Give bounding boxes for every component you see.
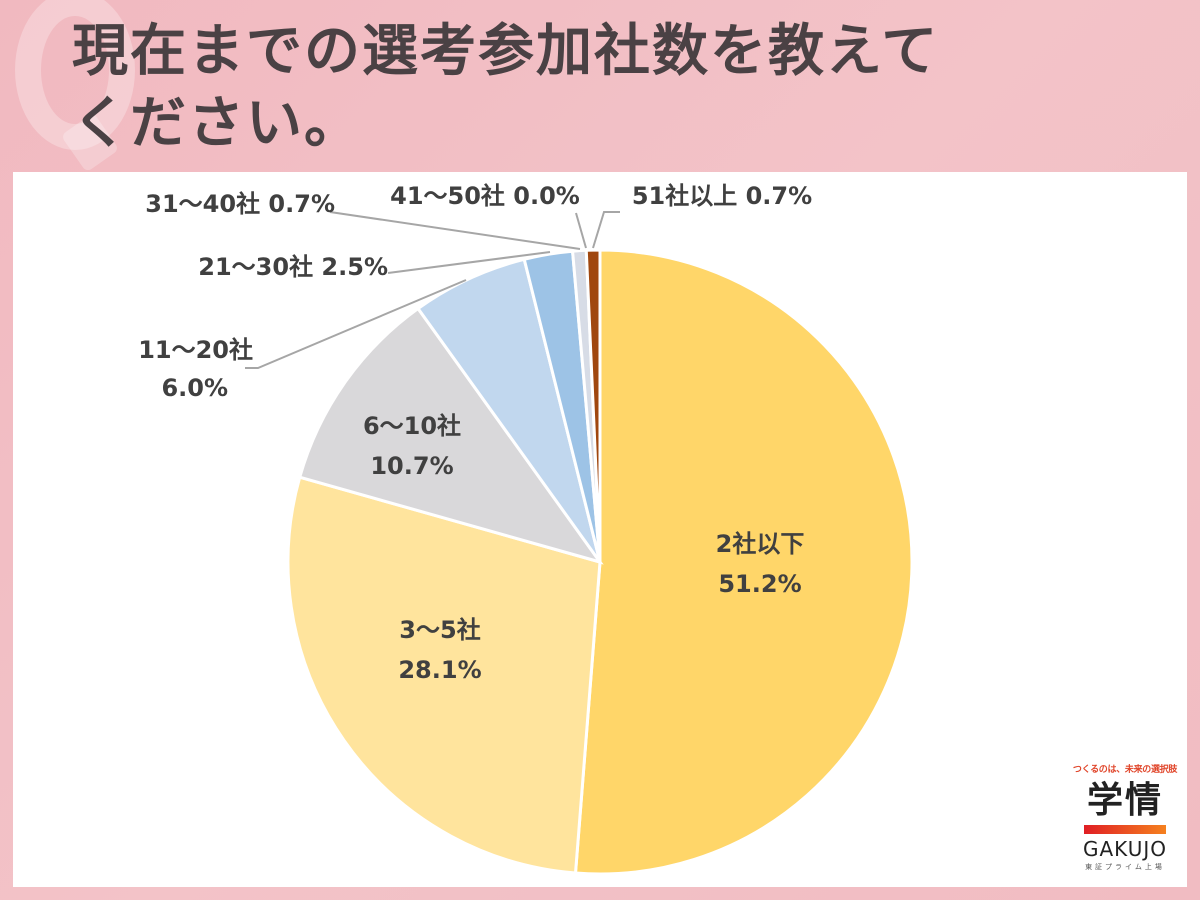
leader-line-31-40	[329, 211, 581, 250]
logo-subtitle: 東証プライム上場	[1085, 863, 1165, 871]
leader-line-11-20	[245, 279, 467, 369]
logo-gradient-bar	[1084, 825, 1166, 834]
pie-chart: 2社以下 51.2% 3〜5社 28.1% 6〜10社 10.7% 11〜20社 6.0% 21…	[138, 182, 914, 876]
logo-name: GAKUJO	[1082, 837, 1168, 861]
data-labels: 2社以下 51.2% 3〜5社 28.1% 6〜10社 10.7% 11〜20社 6.0% 21…	[138, 182, 812, 684]
label-name-3: 11〜20社	[138, 336, 253, 364]
logo-tagline: つくるのは、未来の選択肢	[1072, 765, 1178, 775]
pie-slice-7	[584, 248, 602, 563]
label-5: 31〜40社 0.7%	[145, 190, 335, 218]
label-4: 21〜30社 2.5%	[198, 253, 388, 281]
leader-line-21-30	[387, 251, 551, 274]
label-name-1: 3〜5社	[399, 616, 480, 644]
logo-kanji: 学情	[1086, 780, 1163, 821]
label-value-2: 10.7%	[370, 452, 453, 480]
leader-lines	[245, 211, 620, 369]
label-value-1: 28.1%	[398, 656, 481, 684]
title-line-1: 現在までの選考参加社数を教えて	[72, 19, 940, 84]
label-name-2: 6〜10社	[363, 412, 461, 440]
label-value-3: 6.0%	[161, 374, 228, 402]
label-value-0: 51.2%	[718, 570, 801, 598]
gakujo-logo: つくるのは、未来の選択肢 学情 GAKUJO 東証プライム上場	[1062, 762, 1188, 882]
leader-line-41-50	[575, 212, 587, 249]
label-7: 51社以上 0.7%	[632, 182, 812, 210]
page-title: 現在までの選考参加社数を教えて ください。	[72, 16, 1072, 160]
chart-panel: 2社以下 51.2% 3〜5社 28.1% 6〜10社 10.7% 11〜20社 6.0% 21…	[13, 172, 1187, 887]
pie-slice-2	[297, 306, 604, 565]
leader-line-51-plus	[592, 211, 620, 249]
label-name-0: 2社以下	[716, 530, 805, 558]
pie-slice-1	[286, 475, 602, 875]
label-6: 41〜50社 0.0%	[390, 182, 580, 210]
pie-slice-0	[573, 248, 914, 876]
title-line-2: ください。	[72, 91, 362, 156]
pie-slices	[286, 248, 914, 876]
